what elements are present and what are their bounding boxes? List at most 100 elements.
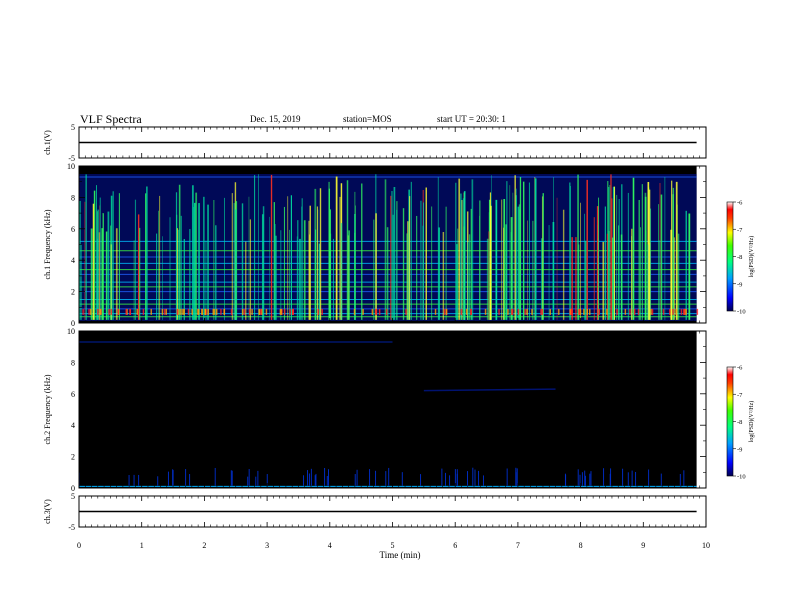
y-tick-label: 2	[71, 453, 75, 462]
low-freq-burst	[108, 308, 110, 315]
low-freq-burst	[650, 308, 652, 315]
y-tick-label: 10	[67, 162, 75, 171]
colorbar-tick-label: -9	[737, 281, 742, 288]
low-freq-burst	[511, 308, 514, 315]
x-tick-label: 10	[702, 541, 710, 550]
colorbar-label: log(PSD)(V²/Hz)	[748, 236, 755, 277]
low-freq-burst	[150, 308, 152, 315]
low-freq-burst	[165, 308, 168, 315]
low-freq-burst	[578, 308, 581, 315]
date-label: Dec. 15, 2019	[250, 114, 301, 124]
x-tick-label: 9	[641, 541, 645, 550]
low-freq-burst	[371, 308, 374, 315]
y-tick-label: -5	[68, 523, 75, 532]
x-axis-label: Time (min)	[380, 550, 421, 560]
low-freq-burst	[672, 308, 674, 315]
low-freq-burst	[569, 308, 572, 315]
low-freq-burst	[498, 308, 500, 315]
low-freq-burst	[507, 308, 509, 315]
colorbar-tick-label: -7	[737, 227, 743, 234]
low-freq-burst	[212, 308, 215, 315]
low-freq-burst	[110, 308, 113, 315]
low-freq-burst	[180, 308, 182, 315]
y-tick-label: 5	[71, 492, 75, 501]
low-freq-burst	[443, 308, 446, 315]
low-freq-burst	[470, 308, 473, 315]
low-freq-burst	[161, 308, 164, 315]
low-freq-burst	[434, 308, 437, 315]
low-freq-burst	[183, 308, 185, 315]
x-tick-label: 1	[140, 541, 144, 550]
low-freq-burst	[579, 308, 582, 315]
colorbar-tick-label: -10	[737, 474, 746, 481]
low-freq-burst	[651, 308, 654, 315]
y-axis-label: ch.1(V)	[43, 130, 52, 155]
colorbar-gradient	[726, 201, 734, 312]
low-freq-burst	[205, 308, 208, 315]
low-freq-burst	[204, 308, 206, 315]
low-freq-burst	[680, 308, 683, 315]
spectrogram-image	[78, 174, 699, 321]
low-freq-burst	[292, 308, 295, 315]
low-freq-burst	[201, 308, 203, 315]
low-freq-burst	[675, 308, 677, 315]
low-freq-burst	[586, 308, 589, 315]
low-freq-burst	[531, 308, 533, 315]
low-freq-burst	[142, 308, 145, 315]
y-tick-label: 0	[71, 484, 75, 493]
colorbar-tick-label: -6	[737, 200, 743, 207]
low-freq-burst	[129, 308, 131, 315]
y-tick-label: 6	[71, 390, 75, 399]
colorbar-label: log(PSD)(V²/Hz)	[748, 401, 755, 442]
low-freq-burst	[89, 308, 92, 315]
colorbar-tick-label: -8	[737, 254, 742, 261]
low-freq-burst	[526, 308, 528, 315]
low-freq-burst	[191, 308, 193, 315]
colorbar-tick-label: -7	[737, 392, 743, 399]
time-axis: 0 1 2 3 4 5 6 7 8 9 10	[77, 541, 710, 550]
low-freq-burst	[261, 308, 263, 315]
low-freq-burst	[97, 308, 99, 315]
ch2-colorbar: -6 -7 -8 -9 -10 log(PSD)(V²/Hz)	[726, 365, 755, 481]
low-freq-burst	[176, 308, 179, 315]
colorbar-tick-label: -8	[737, 419, 742, 426]
y-axis-label: ch.3(V)	[43, 499, 52, 524]
low-freq-burst	[223, 308, 226, 315]
low-freq-burst	[517, 308, 520, 315]
y-tick-label: 8	[71, 358, 75, 367]
frequency-band	[423, 388, 556, 392]
low-freq-burst	[540, 308, 542, 315]
low-freq-burst	[696, 308, 699, 315]
low-freq-burst	[637, 308, 640, 315]
low-freq-burst	[182, 308, 184, 315]
low-freq-burst	[126, 308, 128, 315]
low-freq-burst	[241, 308, 244, 315]
y-tick-label: 8	[71, 193, 75, 202]
low-freq-burst	[571, 308, 573, 315]
low-freq-burst	[669, 308, 671, 315]
ch3-voltage-panel: 5 -5 ch.3(V)	[43, 492, 707, 532]
low-freq-burst	[558, 308, 560, 315]
low-freq-burst	[549, 308, 552, 315]
low-freq-burst	[260, 308, 262, 315]
low-freq-burst	[82, 308, 84, 315]
low-freq-burst	[220, 308, 222, 315]
x-tick-label: 2	[202, 541, 206, 550]
x-tick-label: 5	[391, 541, 395, 550]
spectrogram-background	[79, 331, 697, 488]
low-freq-burst	[460, 308, 463, 315]
low-freq-burst	[511, 308, 513, 315]
start-time-label: start UT = 20:30: 1	[437, 114, 506, 124]
low-freq-burst	[321, 308, 323, 315]
low-freq-burst	[251, 308, 253, 315]
ch1-voltage-panel: 5 -5 ch.1(V)	[43, 123, 707, 163]
low-freq-burst	[187, 308, 190, 315]
low-freq-burst	[375, 308, 378, 315]
x-tick-label: 0	[77, 541, 81, 550]
low-freq-burst	[283, 308, 286, 315]
y-tick-label: 5	[71, 123, 75, 132]
ch2-spectrogram-panel: 0 2 4 6 8 10 ch.2 Frequency (kHz)	[43, 327, 707, 493]
ch1-colorbar: -6 -7 -8 -9 -10 log(PSD)(V²/Hz)	[726, 200, 755, 316]
low-freq-burst	[88, 308, 90, 315]
